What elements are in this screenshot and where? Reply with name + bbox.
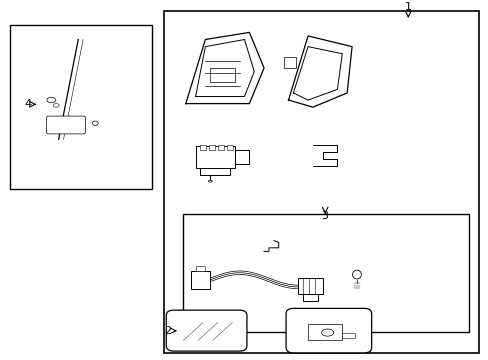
Bar: [342, 333, 354, 338]
Ellipse shape: [208, 180, 212, 182]
Bar: [307, 324, 342, 341]
FancyBboxPatch shape: [285, 309, 371, 353]
Bar: [195, 266, 205, 271]
Ellipse shape: [352, 270, 361, 279]
Bar: [298, 278, 322, 294]
Bar: [209, 145, 215, 150]
Polygon shape: [288, 36, 351, 107]
Bar: [210, 68, 234, 82]
Ellipse shape: [47, 97, 56, 103]
Text: 3: 3: [321, 211, 328, 221]
Bar: [226, 145, 232, 150]
Bar: [218, 145, 224, 150]
Text: 1: 1: [404, 2, 411, 12]
Ellipse shape: [53, 104, 59, 107]
FancyBboxPatch shape: [166, 310, 246, 351]
Bar: [200, 168, 229, 175]
Bar: [195, 147, 234, 168]
FancyBboxPatch shape: [46, 116, 85, 134]
Text: 4: 4: [24, 99, 32, 109]
Bar: [10, 25, 151, 189]
Bar: [303, 294, 317, 301]
Bar: [183, 214, 468, 332]
Bar: [163, 11, 478, 353]
Bar: [190, 271, 210, 289]
Text: 2: 2: [163, 326, 171, 336]
Polygon shape: [185, 32, 264, 104]
Ellipse shape: [92, 121, 98, 125]
Bar: [283, 57, 295, 68]
Bar: [200, 145, 206, 150]
Bar: [234, 150, 249, 164]
